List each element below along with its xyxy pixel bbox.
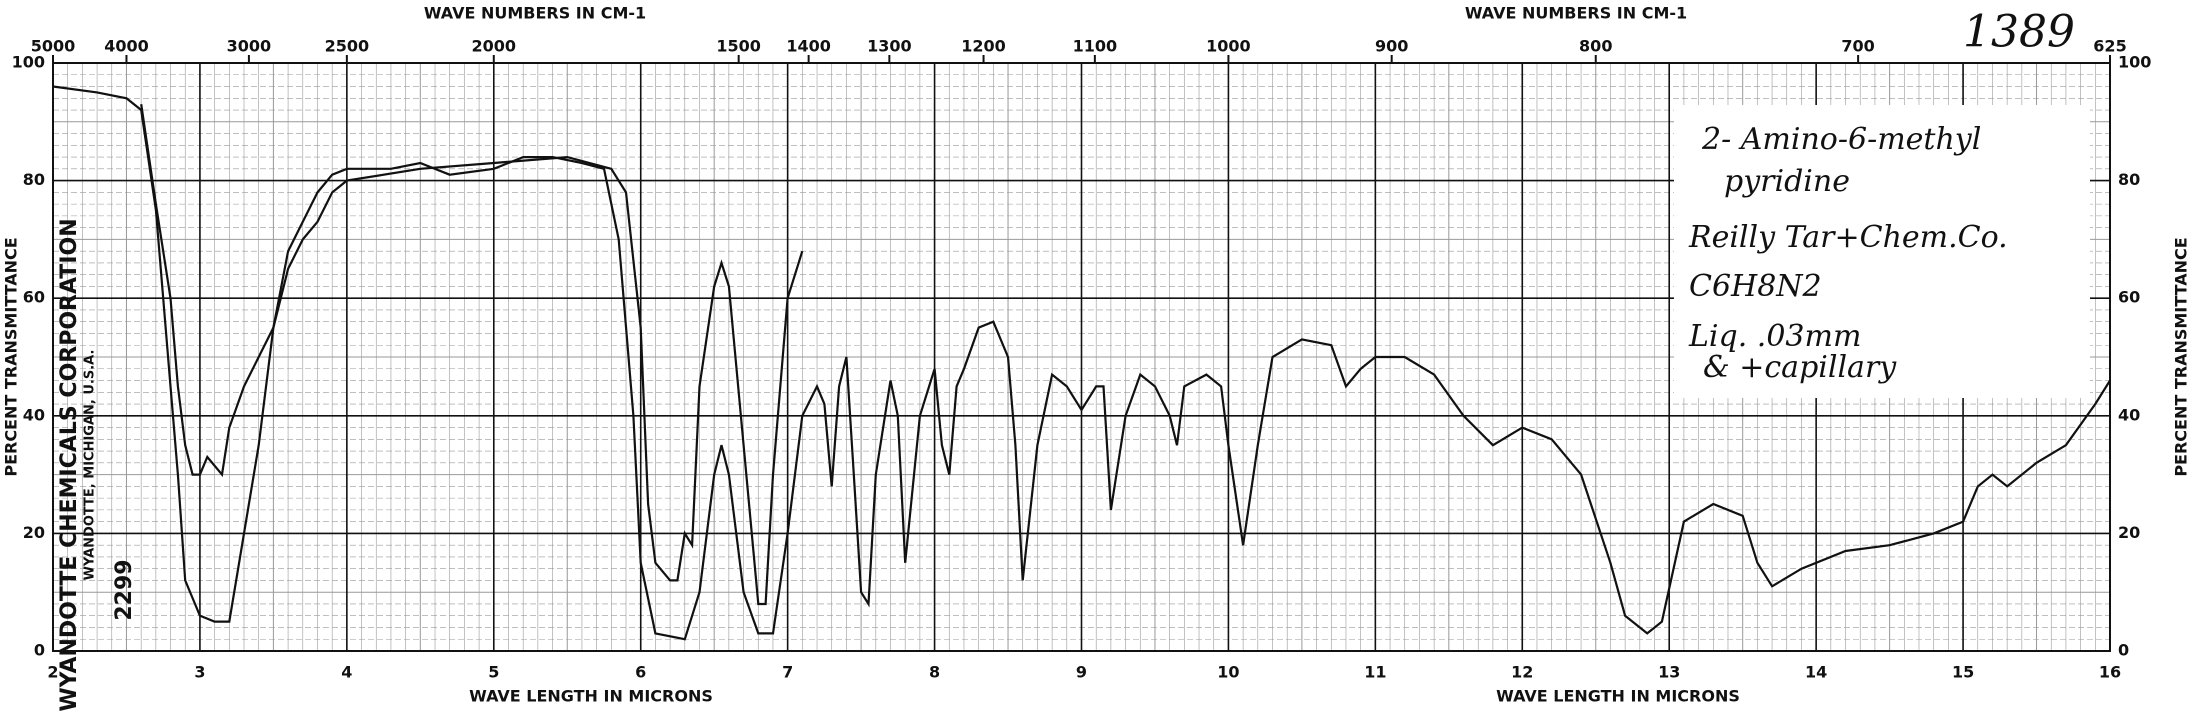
annotation: WYANDOTTE, MICHIGAN, U.S.A. [83,350,98,581]
x2-tick-label: 3000 [227,37,272,56]
x2-tick-label: 625 [2093,37,2126,56]
x-tick-label: 3 [194,663,205,682]
annotation: C6H8N2 [1689,269,1822,304]
x2-tick-label: 2000 [472,37,517,56]
y-tick-label: 20 [23,523,45,542]
x-tick-label: 9 [1076,663,1087,682]
x-tick-label: 6 [635,663,646,682]
spectrum-line [52,85,2111,641]
x2-tick-label: 1500 [716,37,761,56]
x2-tick-label: 5000 [31,37,76,56]
annotation: 1389 [1963,7,2075,58]
note-box [1674,105,2090,398]
y-tick-label: 20 [2118,523,2140,542]
y-tick-label: 0 [2118,641,2129,660]
x2-tick-label: 1200 [961,37,1006,56]
y-axis-title: PERCENT TRANSMITTANCE [2172,237,2191,476]
spectrum-line [140,104,804,606]
x2-tick-label: 1300 [867,37,912,56]
y-tick-label: 60 [23,288,45,307]
x-tick-label: 7 [782,663,793,682]
y-tick-label: 100 [12,53,45,72]
y-tick-label: 40 [23,405,45,424]
x-tick-label: 8 [929,663,940,682]
y-tick-label: 80 [23,170,45,189]
annotation: WYANDOTTE CHEMICALS CORPORATION [57,218,82,711]
x2-tick-label: 4000 [104,37,149,56]
x-axis-title: WAVE LENGTH IN MICRONS [1496,687,1740,706]
x2-tick-label: 900 [1375,37,1408,56]
annotation: 2- Amino-6-methyl [1701,122,1981,157]
x2-tick-label: 2500 [325,37,370,56]
y-tick-label: 60 [2118,288,2140,307]
x-tick-label: 11 [1364,663,1386,682]
y-tick-label: 40 [2118,405,2140,424]
annotation: pyridine [1724,164,1850,199]
x-tick-label: 4 [341,663,352,682]
y-tick-label: 100 [2118,53,2151,72]
annotation: Liq. .03mm [1688,319,1861,354]
x-tick-label: 2 [47,663,58,682]
x-tick-label: 15 [1952,663,1974,682]
x2-axis-title: WAVE NUMBERS IN CM-1 [424,4,646,23]
y-axis-title: PERCENT TRANSMITTANCE [2,237,21,476]
annotation: Reilly Tar+Chem.Co. [1688,220,2008,255]
x-axis-title: WAVE LENGTH IN MICRONS [469,687,713,706]
annotation: 2299 [112,559,137,620]
y-tick-label: 80 [2118,170,2140,189]
x2-tick-label: 800 [1579,37,1612,56]
plot-frame [52,62,2111,652]
x-tick-label: 13 [1658,663,1680,682]
x2-tick-label: 1100 [1073,37,1118,56]
x-tick-label: 5 [488,663,499,682]
annotation: & +capillary [1703,350,1897,385]
x-tick-label: 14 [1805,663,1827,682]
x-tick-label: 16 [2099,663,2121,682]
y-tick-label: 0 [34,641,45,660]
x2-axis-title: WAVE NUMBERS IN CM-1 [1465,4,1687,23]
x2-tick-label: 1400 [786,37,831,56]
x2-tick-label: 700 [1841,37,1874,56]
x2-tick-label: 1000 [1206,37,1251,56]
x-tick-label: 12 [1511,663,1533,682]
x-tick-label: 10 [1217,663,1239,682]
